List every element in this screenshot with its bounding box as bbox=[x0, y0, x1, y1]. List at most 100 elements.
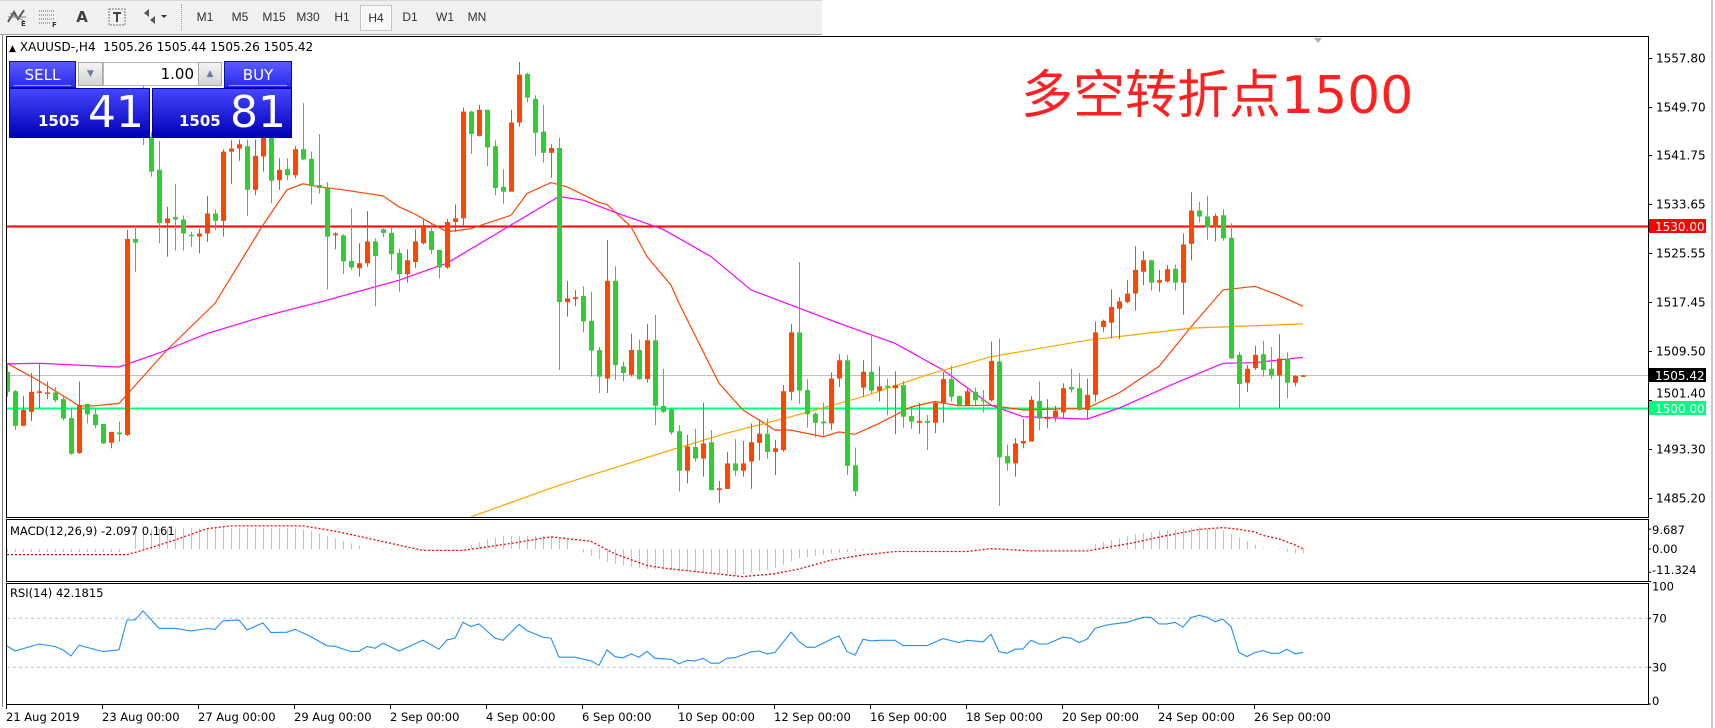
candle-body bbox=[61, 399, 66, 419]
candle-body bbox=[661, 405, 666, 412]
timeframe-m5[interactable]: M5 bbox=[231, 10, 249, 24]
timeframe-m1[interactable]: M1 bbox=[196, 10, 214, 24]
candle-body bbox=[237, 144, 242, 149]
sell-button[interactable]: SELL bbox=[9, 61, 76, 88]
buy-price-box[interactable]: 1505 81 bbox=[152, 88, 292, 138]
collapse-triangle-icon[interactable]: ▲ bbox=[9, 44, 16, 54]
elliott-wave-icon[interactable]: E bbox=[5, 6, 29, 28]
candle-bear bbox=[1269, 346, 1274, 380]
candle-body bbox=[1205, 216, 1210, 228]
candle-bear bbox=[909, 407, 914, 429]
ma-mid-line bbox=[7, 195, 1304, 420]
candle-body bbox=[669, 409, 674, 433]
candle-bull bbox=[1109, 289, 1114, 339]
candle-bear bbox=[957, 395, 962, 406]
candle-bull bbox=[861, 360, 866, 397]
candle-body bbox=[109, 431, 114, 443]
candle-body bbox=[1085, 394, 1090, 411]
candle-body bbox=[373, 241, 378, 256]
candle-body bbox=[581, 295, 586, 322]
candle-bear bbox=[853, 447, 858, 497]
candle-body bbox=[293, 149, 298, 176]
candle-body bbox=[733, 463, 738, 471]
text-label-icon[interactable]: A bbox=[72, 6, 92, 28]
lot-increase-button[interactable]: ▲ bbox=[198, 62, 222, 86]
candle-bull bbox=[413, 229, 418, 269]
timeframe-d1[interactable]: D1 bbox=[402, 10, 418, 24]
candle-body bbox=[445, 221, 450, 268]
candle-bull bbox=[829, 372, 834, 431]
candle-bull bbox=[893, 371, 898, 435]
candle-body bbox=[861, 371, 866, 388]
candle-body bbox=[85, 403, 90, 415]
price-axis-label: 1533.65 bbox=[1656, 198, 1706, 212]
candle-bear bbox=[949, 365, 954, 402]
candle-bull bbox=[917, 402, 922, 434]
timeframe-h4[interactable]: H4 bbox=[360, 5, 392, 31]
fibonacci-grid-icon[interactable]: F bbox=[36, 6, 60, 28]
candle-bull bbox=[77, 381, 82, 454]
candle-bull bbox=[45, 381, 50, 400]
candle-body bbox=[381, 229, 386, 233]
candle-bull bbox=[477, 104, 482, 137]
candle-bull bbox=[549, 144, 554, 178]
candle-body bbox=[877, 386, 882, 391]
timeframe-m30[interactable]: M30 bbox=[296, 10, 320, 24]
candle-bull bbox=[1085, 378, 1090, 419]
candle-bear bbox=[821, 402, 826, 438]
time-axis-label: 10 Sep 00:00 bbox=[678, 710, 755, 724]
candle-bull bbox=[453, 204, 458, 233]
candle-bear bbox=[285, 158, 290, 181]
candle-bear bbox=[669, 408, 674, 435]
candle-bear bbox=[317, 134, 322, 194]
candle-bear bbox=[1237, 351, 1242, 408]
candle-body bbox=[717, 488, 722, 491]
candle-body bbox=[301, 149, 306, 160]
candle-bull bbox=[645, 323, 650, 383]
timeframe-h1[interactable]: H1 bbox=[334, 10, 350, 24]
timeframe-w1[interactable]: W1 bbox=[436, 10, 454, 24]
candle-bull bbox=[29, 373, 34, 421]
candle-body bbox=[693, 447, 698, 459]
candle-bull bbox=[237, 139, 242, 161]
chart-header: ▲ XAUUSD-,H4 1505.26 1505.44 1505.26 1505… bbox=[9, 40, 313, 54]
candle-bear bbox=[69, 408, 74, 455]
candle-body bbox=[341, 235, 346, 262]
timeframe-m15[interactable]: M15 bbox=[262, 10, 286, 24]
ma-slow-line bbox=[470, 323, 1304, 517]
sell-price-box[interactable]: 1505 41 bbox=[9, 88, 150, 138]
lot-size-input[interactable]: 1.00 bbox=[103, 62, 199, 86]
time-axis-label: 2 Sep 00:00 bbox=[390, 710, 459, 724]
candle-body bbox=[1077, 388, 1082, 411]
candle-bear bbox=[117, 421, 122, 442]
rsi-axis-label: 70 bbox=[1652, 611, 1667, 625]
price-label: 1530.00 bbox=[1655, 220, 1705, 234]
lot-decrease-button[interactable]: ▼ bbox=[78, 62, 103, 86]
candle-body bbox=[701, 443, 706, 459]
candle-body bbox=[925, 420, 930, 423]
chart-shift-marker-icon[interactable] bbox=[1314, 38, 1322, 43]
timeframe-mn[interactable]: MN bbox=[467, 10, 487, 24]
buy-button[interactable]: BUY bbox=[224, 61, 292, 88]
candle-body bbox=[813, 413, 818, 423]
candle-body bbox=[765, 433, 770, 452]
chart-annotation-text[interactable]: 多空转折点1500 bbox=[1021, 66, 1414, 126]
candle-bull bbox=[773, 439, 778, 475]
candle-bear bbox=[925, 414, 930, 451]
arrows-icon[interactable] bbox=[140, 6, 172, 28]
candle-body bbox=[309, 158, 314, 187]
candle-bear bbox=[13, 390, 18, 431]
candle-body bbox=[1165, 269, 1170, 282]
text-box-icon[interactable] bbox=[106, 6, 128, 28]
candle-body bbox=[1261, 354, 1266, 370]
candle-body bbox=[485, 109, 490, 148]
candle-body bbox=[333, 233, 338, 236]
candle-body bbox=[69, 417, 74, 454]
candle-bear bbox=[133, 225, 138, 272]
candle-body bbox=[325, 187, 330, 237]
candle-bull bbox=[445, 218, 450, 269]
candle-bear bbox=[485, 109, 490, 167]
candle-body bbox=[133, 238, 138, 243]
candle-body bbox=[477, 109, 482, 136]
